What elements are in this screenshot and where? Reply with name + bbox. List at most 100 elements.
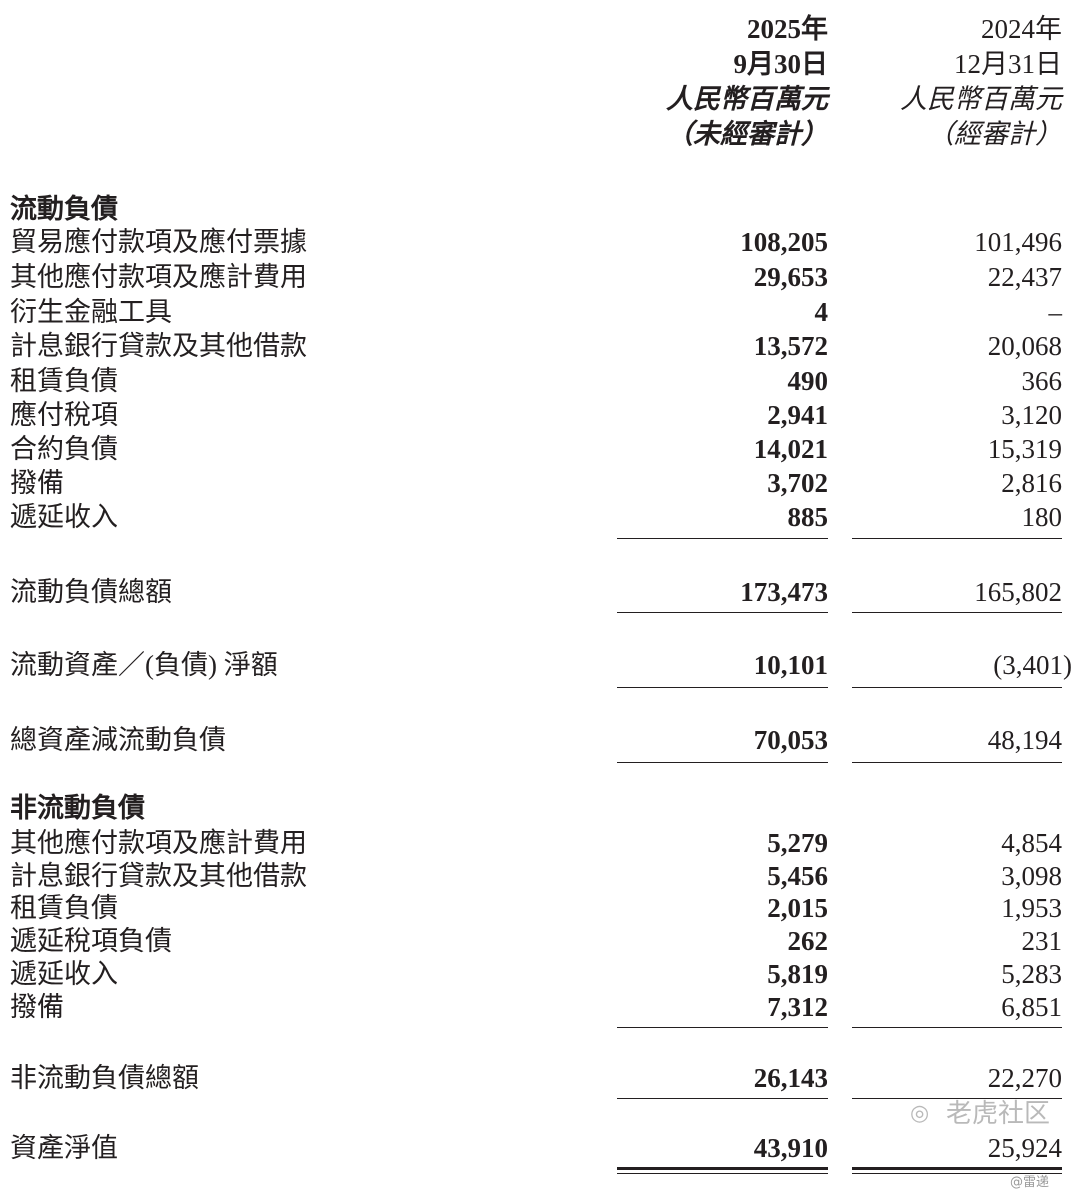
watermark-user: @雷递 (1010, 1175, 1050, 1190)
value-2024: – (1048, 297, 1063, 327)
row-label: 撥備 (10, 468, 64, 498)
value-2024: 2,816 (1001, 468, 1062, 498)
table-row: 衍生金融工具 4 – (0, 295, 1080, 329)
header-audit-status: （經審計） (927, 119, 1062, 149)
section-header: 流動負債 (0, 192, 1080, 226)
table-row: 非流動負債總額 26,143 22,270 (0, 1061, 1080, 1095)
row-label: 總資產減流動負債 (10, 725, 226, 755)
row-label: 租賃負債 (10, 366, 118, 396)
row-label: 應付稅項 (10, 400, 118, 430)
row-label: 合約負債 (10, 434, 118, 464)
value-2025: 2,015 (767, 893, 828, 923)
value-2024: 165,802 (974, 577, 1062, 607)
subtotal-rule (617, 762, 828, 763)
value-2025: 490 (787, 366, 829, 396)
row-label: 流動資產／(負債) 淨額 (10, 650, 278, 680)
table-row: 租賃負債 2,015 1,953 (0, 891, 1080, 925)
value-2024: 20,068 (987, 331, 1062, 361)
value-2024: 366 (1021, 366, 1063, 396)
row-label: 非流動負債總額 (10, 1063, 199, 1093)
value-2025: 29,653 (753, 262, 828, 292)
subtotal-rule (617, 1098, 828, 1099)
subtotal-rule (852, 612, 1062, 613)
value-2024: 3,098 (1001, 861, 1062, 891)
value-2024: 15,319 (987, 434, 1062, 464)
value-2024: 101,496 (974, 227, 1062, 257)
row-label: 遞延收入 (10, 959, 118, 989)
row-label: 計息銀行貸款及其他借款 (10, 331, 307, 361)
subtotal-rule (852, 538, 1062, 539)
value-2024: 5,283 (1001, 959, 1062, 989)
header-year: 2024年 (981, 14, 1062, 44)
table-row: 撥備 7,312 6,851 (0, 990, 1080, 1024)
column-header-2024: 2024年 12月31日 人民幣百萬元 （經審計） (900, 12, 1062, 152)
value-2025: 14,021 (753, 434, 828, 464)
table-row: 資產淨值 43,910 25,924 (0, 1131, 1080, 1165)
subtotal-rule (617, 612, 828, 613)
value-2024: 22,437 (987, 262, 1062, 292)
table-row: 遞延收入 885 180 (0, 500, 1080, 534)
value-2025: 885 (787, 502, 829, 532)
table-row: 遞延收入 5,819 5,283 (0, 957, 1080, 991)
header-date: 9月30日 (733, 49, 829, 79)
value-2025: 173,473 (740, 577, 828, 607)
row-label: 資產淨值 (10, 1133, 118, 1163)
value-2024: 4,854 (1001, 828, 1062, 858)
row-label: 流動負債總額 (10, 577, 172, 607)
value-2025: 13,572 (753, 331, 828, 361)
value-2025: 26,143 (753, 1063, 828, 1093)
value-2025: 2,941 (767, 400, 828, 430)
table-row: 計息銀行貸款及其他借款 5,456 3,098 (0, 859, 1080, 893)
value-2024: 231 (1021, 926, 1063, 956)
table-row: 其他應付款項及應計費用 29,653 22,437 (0, 260, 1080, 294)
value-2025: 10,101 (753, 650, 828, 680)
table-row: 撥備 3,702 2,816 (0, 466, 1080, 500)
header-unit: 人民幣百萬元 (666, 84, 828, 114)
subtotal-rule (852, 687, 1062, 688)
row-label: 其他應付款項及應計費用 (10, 262, 307, 292)
value-2024: 180 (1021, 502, 1063, 532)
table-row: 租賃負債 490 366 (0, 364, 1080, 398)
value-2025: 5,456 (767, 861, 828, 891)
value-2024: 25,924 (987, 1133, 1062, 1163)
row-label: 衍生金融工具 (10, 297, 172, 327)
table-row: 流動負債總額 173,473 165,802 (0, 575, 1080, 609)
subtotal-rule (852, 1027, 1062, 1028)
table-row: 貿易應付款項及應付票據 108,205 101,496 (0, 225, 1080, 259)
subtotal-rule (617, 687, 828, 688)
table-row: 合約負債 14,021 15,319 (0, 432, 1080, 466)
header-date: 12月31日 (954, 49, 1062, 79)
value-2025: 70,053 (753, 725, 828, 755)
value-2025: 5,819 (767, 959, 828, 989)
value-2025: 262 (787, 926, 829, 956)
table-row: 計息銀行貸款及其他借款 13,572 20,068 (0, 329, 1080, 363)
value-2025: 43,910 (753, 1133, 828, 1163)
row-label: 流動負債 (10, 194, 118, 224)
tiger-logo-icon: ◎ (910, 1101, 930, 1126)
double-total-rule (852, 1167, 1062, 1174)
row-label: 計息銀行貸款及其他借款 (10, 861, 307, 891)
value-2024: (3,401) (993, 650, 1072, 680)
row-label: 非流動負債 (10, 793, 145, 823)
row-label: 撥備 (10, 992, 64, 1022)
value-2025: 108,205 (740, 227, 828, 257)
value-2025: 7,312 (767, 992, 828, 1022)
subtotal-rule (617, 1027, 828, 1028)
section-header: 非流動負債 (0, 791, 1080, 825)
value-2024: 22,270 (987, 1063, 1062, 1093)
value-2024: 6,851 (1001, 992, 1062, 1022)
table-row: 遞延稅項負債 262 231 (0, 924, 1080, 958)
row-label: 遞延收入 (10, 502, 118, 532)
value-2024: 1,953 (1001, 893, 1062, 923)
row-label: 貿易應付款項及應付票據 (10, 227, 307, 257)
subtotal-rule (617, 538, 828, 539)
subtotal-rule (852, 762, 1062, 763)
value-2025: 5,279 (767, 828, 828, 858)
header-unit: 人民幣百萬元 (900, 84, 1062, 114)
table-row: 總資產減流動負債 70,053 48,194 (0, 723, 1080, 757)
table-row: 流動資產／(負債) 淨額 10,101 (3,401) (0, 648, 1080, 682)
row-label: 遞延稅項負債 (10, 926, 172, 956)
header-year: 2025年 (747, 14, 828, 44)
header-audit-status: （未經審計） (666, 119, 828, 149)
row-label: 其他應付款項及應計費用 (10, 828, 307, 858)
